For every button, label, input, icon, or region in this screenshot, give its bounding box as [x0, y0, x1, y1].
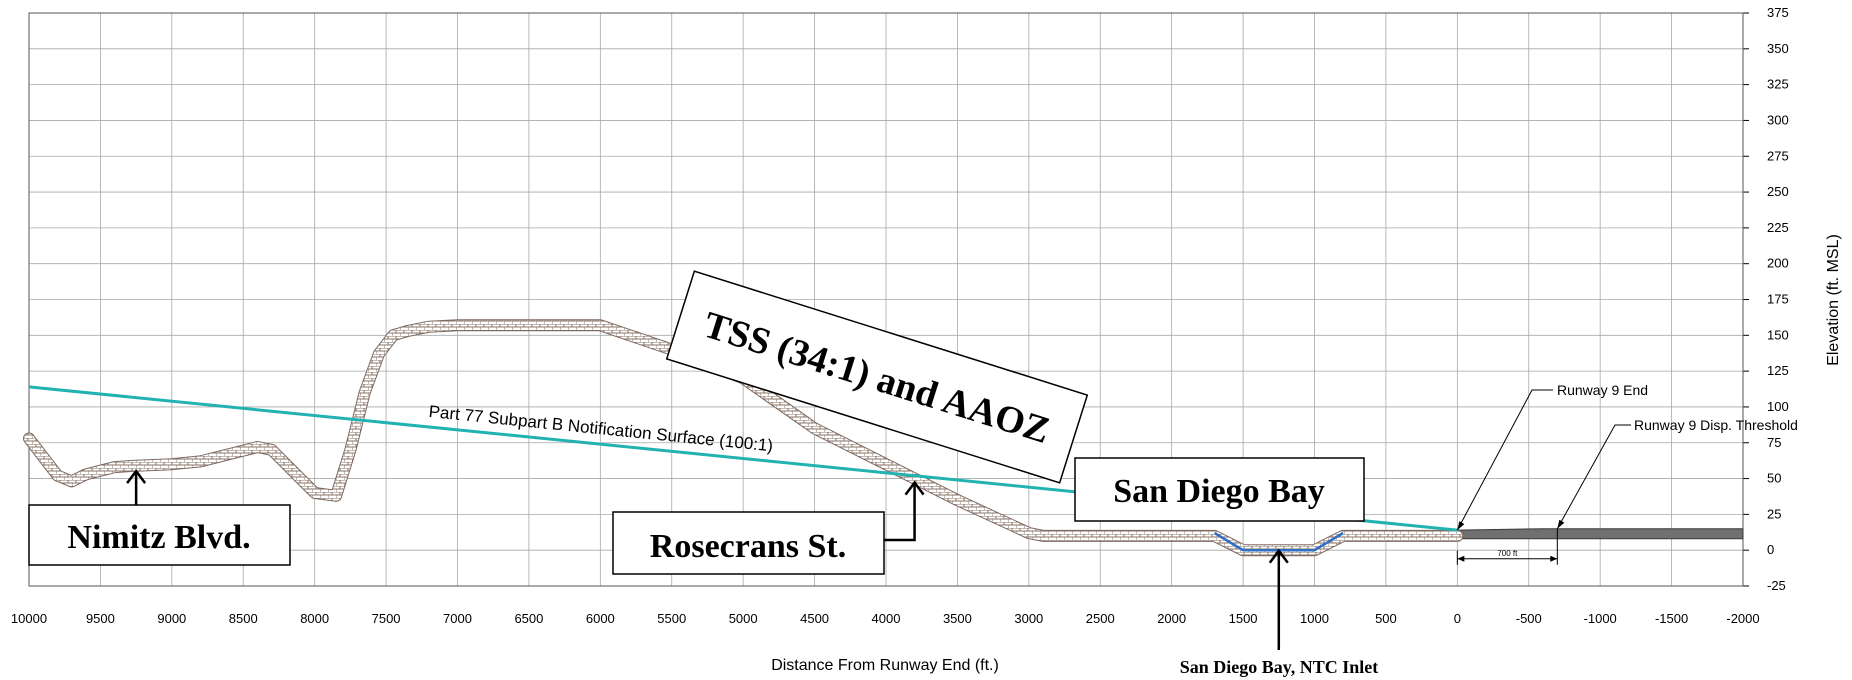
- series-layer: [23, 319, 1744, 557]
- runway-9-disp-threshold-label: Runway 9 Disp. Threshold: [1634, 417, 1798, 433]
- rosecrans-label-box: Rosecrans St.: [612, 511, 885, 575]
- san-diego-bay-label: San Diego Bay: [1113, 473, 1325, 510]
- notification-surface-label: Part 77 Subpart B Notification Surface (…: [428, 402, 774, 455]
- y-tick-label: 325: [1767, 77, 1789, 92]
- runway-bar: [1456, 528, 1744, 540]
- rosecrans-leader-line: [884, 482, 916, 542]
- annotation-layer: Runway 9 End Runway 9 Disp. Threshold 700 …: [126, 382, 1798, 650]
- x-tick-label: -2000: [1726, 611, 1759, 626]
- y-tick-label: 225: [1767, 220, 1789, 235]
- x-tick-label: 5500: [657, 611, 686, 626]
- dimension-label: 700 ft: [1497, 549, 1518, 558]
- runway-end-arrow-head: [1457, 521, 1465, 531]
- plot-frame: [28, 12, 1744, 587]
- x-tick-label: 4000: [872, 611, 901, 626]
- x-tick-label: 9500: [86, 611, 115, 626]
- ntc-inlet-arrow-head: [1268, 548, 1289, 564]
- y-tick-label: 300: [1767, 112, 1789, 127]
- rosecrans-arrow-head: [904, 480, 925, 496]
- y-tick-label: 375: [1767, 5, 1789, 20]
- x-tick-label: 10000: [11, 611, 47, 626]
- x-tick-label: 3000: [1014, 611, 1043, 626]
- x-tick-label: 2000: [1157, 611, 1186, 626]
- grid-lines: [28, 12, 1749, 587]
- y-tick-label: 250: [1767, 184, 1789, 199]
- y-tick-label: 100: [1767, 399, 1789, 414]
- x-tick-label: 3500: [943, 611, 972, 626]
- y-tick-label: 150: [1767, 327, 1789, 342]
- y-tick-label: 275: [1767, 148, 1789, 163]
- nimitz-label: Nimitz Blvd.: [67, 519, 250, 556]
- disp-threshold-arrow-head: [1557, 519, 1565, 529]
- y-tick-label: 200: [1767, 256, 1789, 271]
- x-tick-label: 7500: [372, 611, 401, 626]
- rosecrans-label: Rosecrans St.: [650, 528, 846, 565]
- runway-9-end-label: Runway 9 End: [1557, 382, 1648, 398]
- y-tick-label: 125: [1767, 363, 1789, 378]
- x-tick-label: -1500: [1655, 611, 1688, 626]
- x-tick-label: -500: [1516, 611, 1542, 626]
- y-tick-label: 50: [1767, 471, 1781, 486]
- x-tick-label: 1500: [1229, 611, 1258, 626]
- disp-threshold-leader: [1556, 424, 1631, 529]
- x-tick-label: 8500: [229, 611, 258, 626]
- x-axis-title: Distance From Runway End (ft.): [771, 657, 999, 674]
- y-tick-label: 350: [1767, 41, 1789, 56]
- ntc-inlet-label: San Diego Bay, NTC Inlet: [1180, 657, 1379, 677]
- y-tick-label: 175: [1767, 292, 1789, 307]
- x-axis-tick-labels: 10000 9500 9000 8500 8000 7500 7000 6500 6000 550…: [11, 611, 1760, 626]
- y-tick-label: 25: [1767, 506, 1781, 521]
- x-tick-label: 2500: [1086, 611, 1115, 626]
- x-tick-label: 0: [1454, 611, 1461, 626]
- y-tick-label: 0: [1767, 542, 1774, 557]
- x-tick-label: 1000: [1300, 611, 1329, 626]
- san-diego-bay-label-box: San Diego Bay: [1074, 457, 1365, 522]
- nimitz-label-box: Nimitz Blvd.: [28, 504, 291, 566]
- nimitz-arrow-head: [126, 469, 147, 484]
- x-tick-label: 9000: [157, 611, 186, 626]
- x-tick-label: 6000: [586, 611, 615, 626]
- dimension-arrow-start: [1457, 555, 1465, 562]
- x-tick-label: 4500: [800, 611, 829, 626]
- dimension-arrow-end: [1550, 555, 1558, 562]
- terrain-profile-line: [24, 320, 1463, 556]
- y-axis-title: Elevation (ft. MSL): [1825, 234, 1842, 366]
- x-tick-label: 6500: [514, 611, 543, 626]
- y-axis-tick-labels: 3753503253002752502252001751501251007550…: [1767, 5, 1789, 593]
- x-tick-label: 5000: [729, 611, 758, 626]
- x-tick-label: 7000: [443, 611, 472, 626]
- runway-end-leader: [1456, 389, 1553, 531]
- y-tick-label: -25: [1767, 578, 1786, 593]
- x-tick-label: 8000: [300, 611, 329, 626]
- x-tick-label: 500: [1375, 611, 1397, 626]
- x-tick-label: -1000: [1584, 611, 1617, 626]
- y-tick-label: 75: [1767, 435, 1781, 450]
